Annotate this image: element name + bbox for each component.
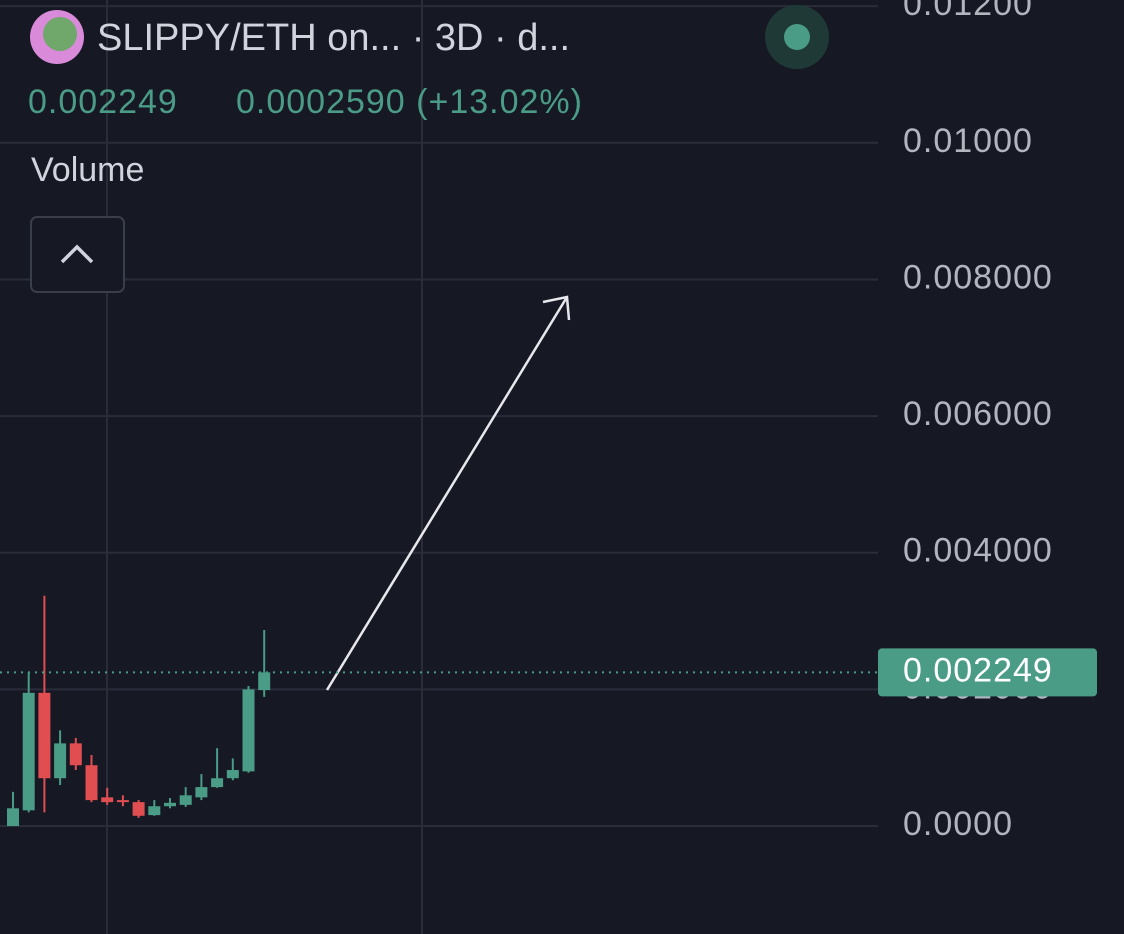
candle-body bbox=[54, 743, 67, 779]
indicator-label: Volume bbox=[31, 151, 144, 189]
y-tick-label: 0.008000 bbox=[903, 258, 1053, 296]
candle-body bbox=[258, 672, 271, 691]
last-price: 0.002249 bbox=[28, 83, 178, 121]
candle-body bbox=[85, 765, 98, 801]
last-price-badge bbox=[878, 648, 1097, 697]
collapse-button[interactable] bbox=[30, 216, 125, 293]
y-tick-label: 0.006000 bbox=[903, 395, 1053, 433]
candle-body bbox=[211, 778, 224, 788]
annotation-arrowhead bbox=[542, 295, 571, 321]
status-dot bbox=[784, 24, 810, 50]
candle-body bbox=[148, 806, 161, 816]
candle-body bbox=[164, 802, 176, 807]
candle-body bbox=[69, 743, 82, 766]
candle-body bbox=[132, 802, 145, 816]
candles bbox=[7, 595, 271, 827]
y-tick-label: 0.01000 bbox=[903, 122, 1033, 160]
token-icon-face bbox=[43, 17, 77, 51]
grid bbox=[0, 5, 878, 828]
candle-body bbox=[179, 795, 192, 805]
chart-title: SLIPPY/ETH on... · 3D · d... bbox=[97, 17, 570, 59]
price-axis: 0.00000.0020000.0040000.0060000.0080000.… bbox=[0, 0, 1097, 843]
candle-body bbox=[226, 770, 239, 779]
annotation-arrow bbox=[325, 296, 569, 691]
last-price-badge-label: 0.002249 bbox=[903, 651, 1053, 689]
candle-body bbox=[7, 808, 19, 827]
candle-body bbox=[22, 692, 35, 811]
price-change: 0.0002590 (+13.02%) bbox=[236, 83, 583, 121]
y-tick-label: 0.01200 bbox=[903, 0, 1033, 23]
y-tick-label: 0.0000 bbox=[903, 805, 1013, 843]
chevron-up bbox=[60, 244, 94, 264]
candle-body bbox=[242, 689, 255, 772]
candle-body bbox=[101, 797, 114, 803]
candle-body bbox=[38, 692, 51, 779]
candle-body bbox=[116, 800, 129, 803]
candle-body bbox=[195, 787, 208, 798]
y-tick-label: 0.004000 bbox=[903, 532, 1053, 570]
